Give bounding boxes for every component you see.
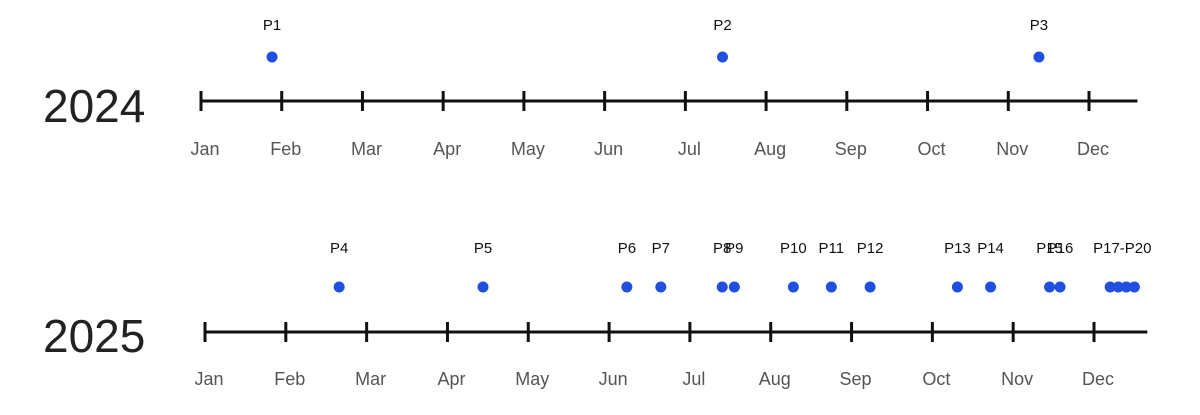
event-dot <box>1044 281 1056 293</box>
month-label: Apr <box>433 139 461 159</box>
event-dot <box>1120 281 1132 293</box>
event-label: P3 <box>1030 17 1048 34</box>
month-label: Oct <box>918 139 946 159</box>
month-label: Apr <box>437 369 465 389</box>
event-dot <box>716 51 728 63</box>
event-dot <box>985 281 997 293</box>
month-label: Jun <box>594 139 623 159</box>
event-label: P5 <box>474 240 492 257</box>
month-label: Dec <box>1082 369 1114 389</box>
year-label: 2025 <box>43 310 145 362</box>
month-label: Dec <box>1077 139 1109 159</box>
month-label: Jan <box>194 369 223 389</box>
month-label: Feb <box>274 369 305 389</box>
month-label: Mar <box>351 139 382 159</box>
event-dot <box>1128 281 1140 293</box>
event-dot <box>951 281 963 293</box>
event-dot <box>1104 281 1116 293</box>
month-label: Nov <box>1001 369 1033 389</box>
month-label: Mar <box>355 369 386 389</box>
event-dot <box>655 281 667 293</box>
event-label: P10 <box>780 240 807 257</box>
month-label: Feb <box>270 139 301 159</box>
month-label: Sep <box>840 369 872 389</box>
event-label: P9 <box>725 240 743 257</box>
event-label: P1 <box>263 17 281 34</box>
event-dot <box>787 281 799 293</box>
event-label: P4 <box>330 240 348 257</box>
month-label: Jul <box>682 369 705 389</box>
event-dot <box>825 281 837 293</box>
event-label: P2 <box>713 17 731 34</box>
event-dot <box>864 281 876 293</box>
month-label: May <box>515 369 549 389</box>
event-label: P14 <box>977 240 1004 257</box>
month-label: Sep <box>835 139 867 159</box>
event-label: P7 <box>652 240 670 257</box>
month-label: Jan <box>190 139 219 159</box>
event-dot <box>716 281 728 293</box>
event-dot <box>1112 281 1124 293</box>
event-dot <box>621 281 633 293</box>
event-dot <box>477 281 489 293</box>
month-label: May <box>511 139 545 159</box>
month-label: Jun <box>599 369 628 389</box>
event-label: P15 <box>1036 240 1063 257</box>
event-dot <box>1033 51 1045 63</box>
event-label: P17-P20 <box>1093 240 1151 257</box>
month-label: Aug <box>754 139 786 159</box>
month-label: Oct <box>922 369 950 389</box>
event-label: P6 <box>618 240 636 257</box>
event-label: P16 <box>1047 240 1074 257</box>
event-label: P11 <box>819 240 845 257</box>
month-label: Nov <box>996 139 1028 159</box>
event-dot <box>1054 281 1066 293</box>
event-label: P13 <box>944 240 971 257</box>
event-dot <box>266 51 278 63</box>
event-label: P12 <box>857 240 884 257</box>
event-dot <box>333 281 345 293</box>
month-label: Jul <box>678 139 701 159</box>
event-label: P8 <box>713 240 731 257</box>
event-dot <box>728 281 740 293</box>
month-label: Aug <box>759 369 791 389</box>
year-label: 2024 <box>43 80 145 132</box>
